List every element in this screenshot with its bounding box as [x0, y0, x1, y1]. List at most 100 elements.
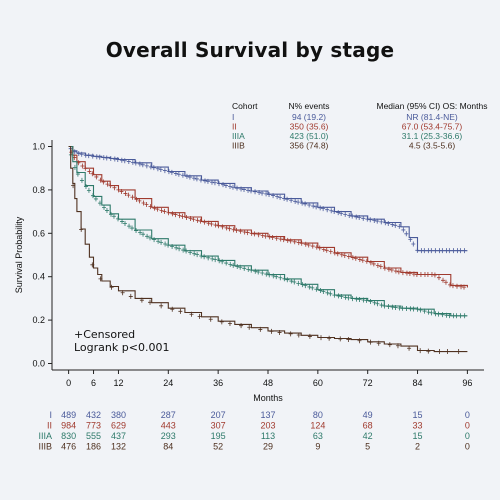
- censor-mark: [128, 293, 133, 299]
- censor-mark: [130, 159, 135, 165]
- censor-mark: [104, 207, 109, 213]
- censor-mark: [208, 316, 213, 322]
- censor-mark: [246, 187, 251, 193]
- censor-mark: [393, 222, 398, 228]
- censor-mark: [162, 168, 167, 174]
- censor-mark: [296, 240, 301, 246]
- censor-mark: [184, 214, 189, 220]
- at-risk-value: 15: [413, 410, 423, 420]
- y-tick-label: 0.8: [32, 185, 45, 195]
- legend-header-events: N% events: [288, 101, 329, 111]
- censor-mark: [411, 306, 416, 312]
- censor-mark: [368, 339, 373, 345]
- censor-mark: [187, 174, 192, 180]
- censor-mark: [426, 309, 431, 315]
- censor-mark: [192, 251, 197, 257]
- censor-mark: [177, 246, 182, 252]
- at-risk-value: 629: [111, 421, 126, 431]
- censor-mark: [267, 234, 272, 240]
- censor-mark: [189, 311, 194, 317]
- censor-mark: [166, 242, 171, 248]
- censor-mark: [278, 275, 283, 281]
- censor-mark: [338, 336, 343, 342]
- censor-mark: [137, 198, 142, 204]
- censor-mark: [144, 202, 149, 208]
- censor-mark: [411, 241, 416, 247]
- censor-mark: [357, 338, 362, 344]
- censor-mark: [213, 257, 218, 263]
- censor-mark: [314, 204, 319, 210]
- censor-mark: [105, 181, 110, 187]
- legend: Cohort N% events Median (95% CI) OS: Mon…: [232, 101, 488, 151]
- censor-mark: [296, 332, 301, 338]
- censor-mark: [212, 180, 217, 186]
- censor-mark: [418, 272, 423, 278]
- censor-mark: [386, 220, 391, 226]
- censor-mark: [97, 200, 102, 206]
- censor-mark: [285, 196, 290, 202]
- censor-mark: [231, 262, 236, 268]
- censor-mark: [371, 261, 376, 267]
- censor-mark: [407, 345, 412, 351]
- censor-mark: [148, 204, 153, 210]
- censor-mark: [332, 250, 337, 256]
- censor-mark: [170, 243, 175, 249]
- censor-mark: [437, 349, 442, 355]
- censor-mark: [418, 348, 423, 354]
- censor-mark: [296, 280, 301, 286]
- censor-mark: [191, 216, 196, 222]
- censor-mark: [332, 292, 337, 298]
- censor-mark: [231, 227, 236, 233]
- censor-mark: [238, 264, 243, 270]
- legend-label-iiia: IIIA: [232, 131, 245, 141]
- censor-mark: [339, 252, 344, 258]
- censor-mark: [269, 328, 274, 334]
- censor-mark: [122, 158, 127, 164]
- censor-mark: [404, 306, 409, 312]
- censor-mark: [368, 217, 373, 223]
- censor-mark: [339, 293, 344, 299]
- censor-mark: [325, 290, 330, 296]
- censor-mark: [343, 211, 348, 217]
- censor-mark: [93, 196, 98, 202]
- censor-mark: [282, 195, 287, 201]
- censor-mark: [357, 256, 362, 262]
- censor-mark: [249, 267, 254, 273]
- censor-mark: [155, 166, 160, 172]
- censor-mark: [83, 165, 88, 171]
- censor-mark: [375, 218, 380, 224]
- censor-mark: [346, 336, 351, 342]
- censor-mark: [144, 163, 149, 169]
- censor-mark: [260, 270, 265, 276]
- censor-mark: [407, 271, 412, 277]
- censor-mark: [350, 296, 355, 302]
- censor-mark: [119, 157, 124, 163]
- censor-mark: [400, 270, 405, 276]
- censor-mark: [90, 171, 95, 177]
- censor-mark: [209, 221, 214, 227]
- censor-mark: [436, 275, 441, 281]
- censor-mark: [249, 230, 254, 236]
- at-risk-value: 0: [465, 431, 470, 441]
- survival-curve-ii: [68, 145, 468, 288]
- censor-mark: [433, 248, 438, 254]
- censor-mark: [219, 319, 224, 325]
- at-risk-value: 63: [313, 431, 323, 441]
- censor-mark: [321, 246, 326, 252]
- censor-mark: [343, 294, 348, 300]
- censor-mark: [263, 233, 268, 239]
- survival-curve-iiib: [68, 145, 468, 353]
- censor-mark: [422, 308, 427, 314]
- censor-mark: [148, 299, 153, 305]
- censor-mark: [346, 295, 351, 301]
- censor-mark: [209, 179, 214, 185]
- censor-mark: [306, 242, 311, 248]
- censor-mark: [256, 232, 261, 238]
- censor-mark: [87, 168, 92, 174]
- y-tick-label: 0.2: [32, 315, 45, 325]
- censor-mark: [173, 212, 178, 218]
- censor-mark: [178, 308, 183, 314]
- censor-mark: [414, 271, 419, 277]
- y-axis-title: Survival Probability: [14, 216, 24, 293]
- censor-mark: [264, 271, 269, 277]
